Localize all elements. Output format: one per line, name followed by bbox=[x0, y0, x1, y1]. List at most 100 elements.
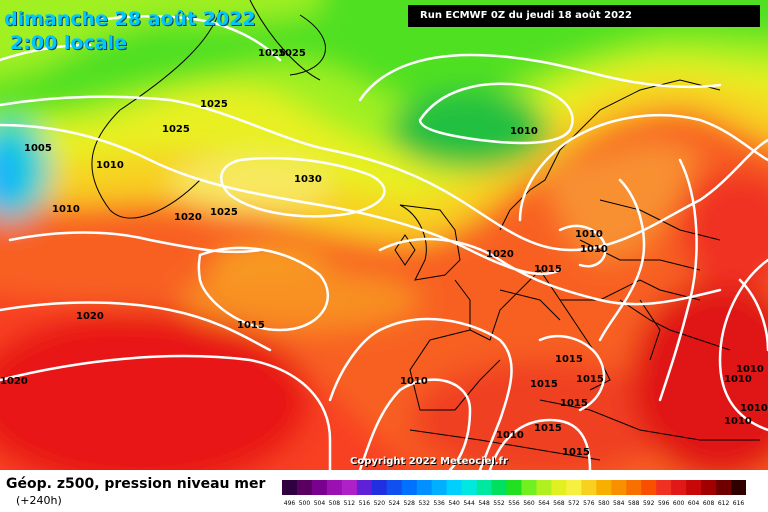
isobar-label: 1015 bbox=[562, 447, 590, 458]
isobar-label: 1010 bbox=[96, 160, 124, 171]
scale-swatch bbox=[641, 480, 657, 495]
forecast-time: 2:00 locale bbox=[10, 32, 127, 54]
isobar-label: 1010 bbox=[580, 244, 608, 255]
copyright: Copyright 2022 Meteociel.fr bbox=[350, 456, 508, 467]
scale-swatch bbox=[536, 480, 552, 495]
isobar-label: 1025 bbox=[200, 99, 228, 110]
scale-label: 576 bbox=[583, 500, 595, 507]
scale-swatch bbox=[341, 480, 358, 495]
isobar-label: 1025 bbox=[278, 48, 306, 59]
scale-label: 544 bbox=[463, 500, 475, 507]
scale-label: 588 bbox=[628, 500, 640, 507]
isobar-label: 1015 bbox=[530, 379, 558, 390]
scale-label: 568 bbox=[553, 500, 565, 507]
scale-label: 556 bbox=[508, 500, 520, 507]
scale-label: 540 bbox=[448, 500, 460, 507]
color-scale: 496 500 504 508 512 516 520 524 528 532 536 540 544 5… bbox=[282, 480, 746, 507]
isobar-label: 1010 bbox=[724, 374, 752, 385]
scale-label: 504 bbox=[314, 500, 326, 507]
scale-label: 612 bbox=[718, 500, 730, 507]
isobar-label: 1025 bbox=[162, 124, 190, 135]
scale-swatch bbox=[476, 480, 493, 495]
isobar-label: 1020 bbox=[486, 249, 514, 260]
scale-label: 500 bbox=[299, 500, 311, 507]
scale-label: 528 bbox=[404, 500, 416, 507]
scale-swatch bbox=[581, 480, 597, 495]
scale-swatch bbox=[626, 480, 642, 495]
isobar-label: 1010 bbox=[496, 430, 524, 441]
isobar-label: 1010 bbox=[400, 376, 428, 387]
scale-swatch bbox=[356, 480, 373, 495]
scale-label: 536 bbox=[433, 500, 445, 507]
scale-swatch bbox=[611, 480, 627, 495]
scale-label: 604 bbox=[688, 500, 700, 507]
scale-label: 512 bbox=[344, 500, 356, 507]
scale-label: 596 bbox=[658, 500, 670, 507]
scale-swatch bbox=[716, 480, 732, 495]
coastlines bbox=[91, 0, 760, 461]
scale-label: 516 bbox=[359, 500, 371, 507]
scale-swatch bbox=[671, 480, 687, 495]
scale-swatch bbox=[461, 480, 478, 495]
isobar-label: 1020 bbox=[174, 212, 202, 223]
scale-label: 508 bbox=[329, 500, 341, 507]
scale-swatch bbox=[326, 480, 343, 495]
scale-label: 616 bbox=[733, 500, 745, 507]
isobar-label: 1015 bbox=[576, 374, 604, 385]
scale-swatch bbox=[491, 480, 508, 495]
isobar-label: 1010 bbox=[724, 416, 752, 427]
scale-swatch bbox=[296, 480, 313, 495]
scale-label: 608 bbox=[703, 500, 715, 507]
scale-label: 580 bbox=[598, 500, 610, 507]
isobar-label: 1030 bbox=[294, 174, 322, 185]
scale-swatch bbox=[566, 480, 582, 495]
scale-swatch bbox=[521, 480, 537, 495]
legend-subtitle: (+240h) bbox=[16, 494, 62, 507]
isobar-label: 1020 bbox=[0, 376, 28, 387]
scale-swatch bbox=[686, 480, 702, 495]
isobar-label: 1015 bbox=[534, 264, 562, 275]
isobar-label: 1015 bbox=[560, 398, 588, 409]
forecast-date: dimanche 28 août 2022 bbox=[4, 8, 256, 30]
scale-swatch bbox=[506, 480, 522, 495]
isobar-label: 1015 bbox=[555, 354, 583, 365]
isobar-label: 1010 bbox=[736, 364, 764, 375]
scale-swatch bbox=[386, 480, 403, 495]
isobar-label: 1015 bbox=[534, 423, 562, 434]
geopotential-field bbox=[0, 0, 768, 470]
scale-label: 524 bbox=[389, 500, 401, 507]
isobar-label: 1025 bbox=[258, 48, 286, 59]
isobar-label: 1010 bbox=[52, 204, 80, 215]
isobar-label: 1025 bbox=[210, 207, 238, 218]
scale-swatch bbox=[311, 480, 328, 495]
forecast-map: 1025 1025 1025 1025 1005 1010 1010 1020 … bbox=[0, 0, 768, 470]
scale-swatch bbox=[371, 480, 388, 495]
isobar-labels: 1025 1025 1025 1025 1005 1010 1010 1020 … bbox=[0, 48, 768, 458]
scale-swatch bbox=[416, 480, 433, 495]
scale-label: 572 bbox=[568, 500, 580, 507]
scale-swatch bbox=[446, 480, 463, 495]
isobar-label: 1010 bbox=[510, 126, 538, 137]
isobar-label: 1015 bbox=[237, 320, 265, 331]
isobar-label: 1010 bbox=[575, 229, 603, 240]
scale-swatch bbox=[551, 480, 567, 495]
scale-swatch bbox=[401, 480, 418, 495]
scale-label: 560 bbox=[523, 500, 535, 507]
isobars bbox=[0, 15, 768, 470]
scale-label: 584 bbox=[613, 500, 625, 507]
scale-swatch bbox=[282, 480, 298, 495]
isobar-label: 1005 bbox=[24, 143, 52, 154]
isobar-label: 1010 bbox=[740, 403, 768, 414]
scale-label: 552 bbox=[493, 500, 505, 507]
scale-label: 496 bbox=[284, 500, 296, 507]
legend-title: Géop. z500, pression niveau mer bbox=[6, 476, 266, 492]
scale-label: 520 bbox=[374, 500, 386, 507]
scale-label: 532 bbox=[418, 500, 430, 507]
scale-swatch bbox=[596, 480, 612, 495]
scale-swatch bbox=[731, 480, 746, 495]
scale-label: 564 bbox=[538, 500, 550, 507]
scale-label: 548 bbox=[478, 500, 490, 507]
scale-swatch bbox=[431, 480, 448, 495]
scale-label: 592 bbox=[643, 500, 655, 507]
run-info: Run ECMWF 0Z du jeudi 18 août 2022 bbox=[408, 5, 760, 27]
